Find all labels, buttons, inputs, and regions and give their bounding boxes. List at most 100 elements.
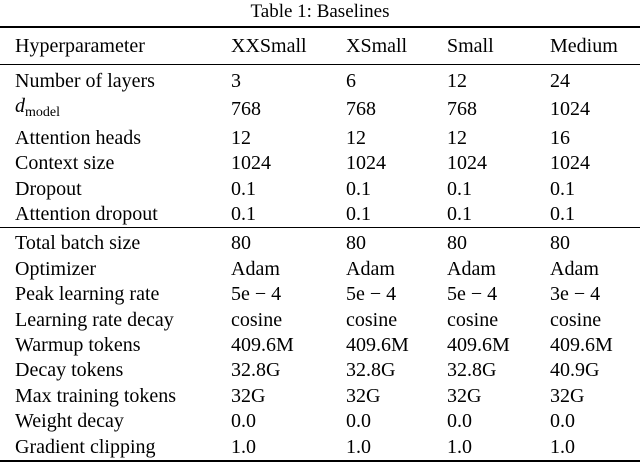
cell-small: 0.1 [447,177,472,200]
cell-xxsmall: 3 [231,70,241,92]
cell-xsmall: 32.8G [346,359,396,382]
row-label: Total batch size [0,227,216,257]
cell-xxsmall: 0.1 [231,203,256,226]
table-row: Optimizer Adam Adam Adam Adam [0,257,640,282]
cell-xxsmall: 12 [231,126,251,149]
cell-small: 80 [432,227,535,257]
cell-medium: 80 [535,227,640,257]
cell-medium: 24 [550,70,570,92]
cell-small: 1.0 [432,434,535,463]
cell-xsmall: 6 [346,70,356,92]
row-label: Attention heads [15,126,142,149]
cell-small: 12 [447,70,467,92]
cell-xxsmall: 409.6M [231,334,294,357]
d-model-symbol: d [15,95,25,118]
row-label: Decay tokens [15,359,124,382]
cell-medium: 1024 [550,98,590,121]
cell-medium: 40.9G [550,359,600,382]
header-xxsmall: XXSmall [231,35,307,57]
header-medium: Medium [550,35,618,57]
cell-xxsmall: 32G [231,384,266,407]
cell-small: 0.1 [447,203,472,226]
d-model-subscript: model [25,105,60,121]
table-row: Attention heads 12 12 12 16 [0,126,640,151]
cell-xxsmall: 1024 [231,152,271,175]
row-label: Warmup tokens [15,334,141,357]
table-body: Number of layers 3 6 12 24 dmodel 768 76… [0,65,640,463]
cell-xsmall: 1.0 [331,434,432,463]
header-row: Hyperparameter XXSmall XSmall Small Medi… [0,27,640,65]
table-caption: Table 1: Baselines [250,1,390,22]
row-label: Attention dropout [15,203,158,226]
table-row: Number of layers 3 6 12 24 [0,65,640,95]
cell-xxsmall: cosine [231,308,283,331]
cell-small: 5e − 4 [447,283,498,306]
cell-medium: 32G [550,384,585,407]
cell-xsmall: 1024 [346,152,386,175]
cell-xsmall: cosine [346,308,398,331]
table-row: Max training tokens 32G 32G 32G 32G [0,384,640,409]
table-row: Weight decay 0.0 0.0 0.0 0.0 [0,409,640,434]
table-row: Learning rate decay cosine cosine cosine… [0,308,640,333]
row-label: dmodel [0,94,216,125]
row-label: Context size [15,152,115,175]
header-hyperparameter: Hyperparameter [15,35,145,57]
cell-xxsmall: 0.0 [231,410,256,433]
cell-xsmall: 0.1 [346,177,371,200]
cell-small: 32G [447,384,482,407]
cell-medium: 16 [550,126,570,149]
cell-xxsmall: 768 [231,98,261,121]
cell-medium: Adam [550,257,599,280]
cell-medium: cosine [550,308,602,331]
cell-xxsmall: 0.1 [231,177,256,200]
row-label: Dropout [15,177,82,200]
cell-xsmall: Adam [346,257,395,280]
cell-medium: 1024 [550,152,590,175]
cell-xsmall: 12 [346,126,366,149]
header-xsmall: XSmall [346,35,408,57]
row-label: Number of layers [15,70,155,92]
cell-medium: 0.0 [550,410,575,433]
row-label: Weight decay [15,410,124,433]
cell-small: Adam [447,257,496,280]
row-label: Peak learning rate [15,283,160,306]
cell-xsmall: 80 [331,227,432,257]
cell-xxsmall: 80 [216,227,331,257]
cell-medium: 409.6M [550,334,613,357]
cell-small: 409.6M [447,334,510,357]
cell-xsmall: 409.6M [346,334,409,357]
cell-small: 32.8G [447,359,497,382]
cell-xsmall: 32G [346,384,381,407]
cell-xxsmall: 1.0 [216,434,331,463]
cell-xxsmall: Adam [231,257,280,280]
cell-xsmall: 5e − 4 [346,283,397,306]
cell-small: cosine [447,308,499,331]
cell-medium: 3e − 4 [550,283,601,306]
cell-medium: 1.0 [535,434,640,463]
cell-small: 12 [447,126,467,149]
cell-small: 768 [447,98,477,121]
table-row: dmodel 768 768 768 1024 [0,94,640,125]
cell-xxsmall: 5e − 4 [231,283,282,306]
row-label: Gradient clipping [0,434,216,463]
header-small: Small [447,35,494,57]
cell-xsmall: 0.0 [346,410,371,433]
baselines-table: Hyperparameter XXSmall XSmall Small Medi… [0,26,640,463]
row-label: Optimizer [15,257,97,280]
table-row: Total batch size 80 80 80 80 [0,227,640,257]
table-row: Context size 1024 1024 1024 1024 [0,151,640,176]
cell-xsmall: 0.1 [346,203,371,226]
table-row: Gradient clipping 1.0 1.0 1.0 1.0 [0,434,640,463]
table-row: Dropout 0.1 0.1 0.1 0.1 [0,177,640,202]
row-label: Max training tokens [15,384,177,407]
table-header: Hyperparameter XXSmall XSmall Small Medi… [0,27,640,65]
table-row: Peak learning rate 5e − 4 5e − 4 5e − 4 … [0,282,640,307]
table-row: Decay tokens 32.8G 32.8G 32.8G 40.9G [0,358,640,383]
cell-medium: 0.1 [550,203,575,226]
table-row: Warmup tokens 409.6M 409.6M 409.6M 409.6… [0,333,640,358]
cell-medium: 0.1 [550,177,575,200]
cell-xsmall: 768 [346,98,376,121]
row-label: Learning rate decay [15,308,174,331]
cell-small: 0.0 [447,410,472,433]
